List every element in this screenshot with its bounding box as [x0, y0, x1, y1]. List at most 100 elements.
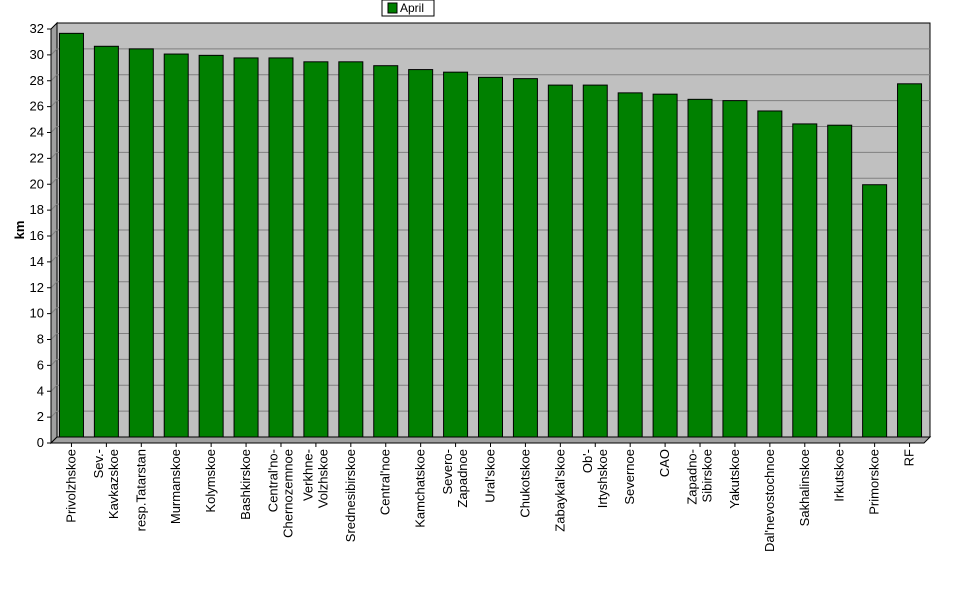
bar[interactable] [373, 65, 399, 438]
x-tick-label-line: Verkhne- [300, 449, 315, 501]
x-tick-label: RF [902, 449, 917, 466]
y-tick-label: 10 [30, 306, 44, 321]
x-tick-label-line: Zapadno- [685, 449, 700, 505]
x-tick-label: Murmanskoe [168, 449, 183, 524]
bar[interactable] [617, 92, 643, 438]
bar[interactable] [443, 71, 469, 438]
bar[interactable] [862, 184, 888, 438]
x-tick-label: CAO [657, 449, 672, 477]
plot-floor [49, 436, 932, 444]
x-tick-label-line: Dal'nevostochnoe [762, 449, 777, 552]
gridline-wall [50, 281, 58, 289]
x-tick-label: Yakutskoe [727, 449, 742, 509]
x-tick-label: Irkutskoe [832, 449, 847, 502]
x-tick-label-line: Ural'skoe [483, 449, 498, 503]
x-tick-label: Ob'- Irtyshskoe [580, 449, 610, 508]
x-tick-label-line: Sibirskoe [700, 449, 715, 502]
x-tick-label: Sev.- Kavkazskoe [91, 449, 121, 519]
x-tick-label-line: Irtyshskoe [595, 449, 610, 508]
x-tick-label-line: Primorskoe [867, 449, 882, 515]
bar[interactable] [582, 84, 608, 438]
x-tick-label-line: resp.Tatarstan [133, 449, 148, 531]
x-tick-label-line: Severnoe [622, 449, 637, 505]
x-tick-label-line: Chernozemnoe [280, 449, 295, 538]
x-tick-label: Dal'nevostochnoe [762, 449, 777, 552]
gridline-wall [50, 359, 58, 366]
bar[interactable] [198, 54, 224, 438]
bar[interactable] [687, 98, 713, 438]
x-tick-label-line: Severo- [440, 449, 455, 495]
y-tick-label: 28 [30, 73, 44, 88]
x-tick-label-line: Kamchatskoe [413, 449, 428, 528]
bar[interactable] [792, 123, 818, 438]
gridline-wall [50, 229, 58, 237]
y-tick-label: 32 [30, 21, 44, 36]
gridline-wall [50, 255, 58, 263]
bar[interactable] [652, 93, 678, 438]
bar[interactable] [303, 61, 329, 438]
x-tick-label-line: Bashkirskoe [238, 449, 253, 520]
x-tick-label-line: Srednesibirskoe [343, 449, 358, 542]
x-tick-label-line: Central'no- [265, 449, 280, 512]
y-tick-label: 30 [30, 47, 44, 62]
x-tick-label: resp.Tatarstan [133, 449, 148, 531]
y-tick-label: 2 [37, 409, 44, 424]
bar[interactable] [93, 45, 119, 438]
bar[interactable] [547, 84, 573, 438]
bar[interactable] [897, 83, 923, 438]
bar[interactable] [233, 57, 259, 438]
x-tick-label: Severo- Zapadnoe [440, 449, 470, 508]
y-tick-label: 18 [30, 202, 44, 217]
x-tick-label: Primorskoe [867, 449, 882, 515]
y-axis-title: km [12, 221, 27, 240]
x-tick-label: Kamchatskoe [413, 449, 428, 528]
y-tick-label: 16 [30, 228, 44, 243]
x-tick-label-line: Ob'- [580, 449, 595, 473]
gridline-wall [50, 384, 58, 392]
bar[interactable] [58, 32, 84, 438]
gridline-wall [50, 152, 58, 159]
x-tick-label-line: Yakutskoe [727, 449, 742, 509]
gridline-wall [50, 177, 58, 185]
x-tick-label-line: CAO [657, 449, 672, 477]
bar[interactable] [163, 53, 189, 438]
x-tick-label: Central'noe [378, 449, 393, 515]
x-tick-label-line: Privolzhskoe [63, 449, 78, 523]
x-tick-label: Verkhne- Volzhskoe [300, 449, 330, 508]
legend: April [381, 0, 435, 17]
x-tick-label: Severnoe [622, 449, 637, 505]
bar[interactable] [268, 57, 294, 438]
gridline-wall [50, 48, 58, 56]
x-tick-label-line: Chukotskoe [517, 449, 532, 518]
y-tick-label: 20 [30, 176, 44, 191]
bar[interactable] [512, 78, 538, 438]
x-tick-label-line: Zabaykal'skoe [552, 449, 567, 532]
y-tick-label: 8 [37, 332, 44, 347]
bar[interactable] [757, 110, 783, 438]
x-tick-label: Central'no- Chernozemnoe [265, 449, 295, 538]
bar[interactable] [827, 124, 853, 438]
y-tick-label: 4 [37, 383, 44, 398]
bar[interactable] [722, 100, 748, 438]
bar[interactable] [338, 61, 364, 438]
x-tick-label: Sakhalinskoe [797, 449, 812, 526]
y-tick-label: 0 [37, 435, 44, 450]
x-tick-label: Srednesibirskoe [343, 449, 358, 542]
x-tick-label: Chukotskoe [517, 449, 532, 518]
bar[interactable] [408, 69, 434, 438]
y-tick-label: 24 [30, 125, 44, 140]
x-tick-label-line: Murmanskoe [168, 449, 183, 524]
x-tick-label-line: Central'noe [378, 449, 393, 515]
x-tick-label: Zapadno- Sibirskoe [685, 449, 715, 505]
gridline-wall [50, 74, 58, 82]
y-tick-label: 14 [30, 254, 44, 269]
x-tick-label-line: Sakhalinskoe [797, 449, 812, 526]
x-tick-label-line: Kavkazskoe [106, 449, 121, 519]
bar[interactable] [128, 48, 154, 438]
gridline-wall [50, 126, 58, 133]
x-tick-label: Ural'skoe [483, 449, 498, 503]
gridline-wall [50, 203, 58, 211]
bar[interactable] [478, 76, 503, 438]
